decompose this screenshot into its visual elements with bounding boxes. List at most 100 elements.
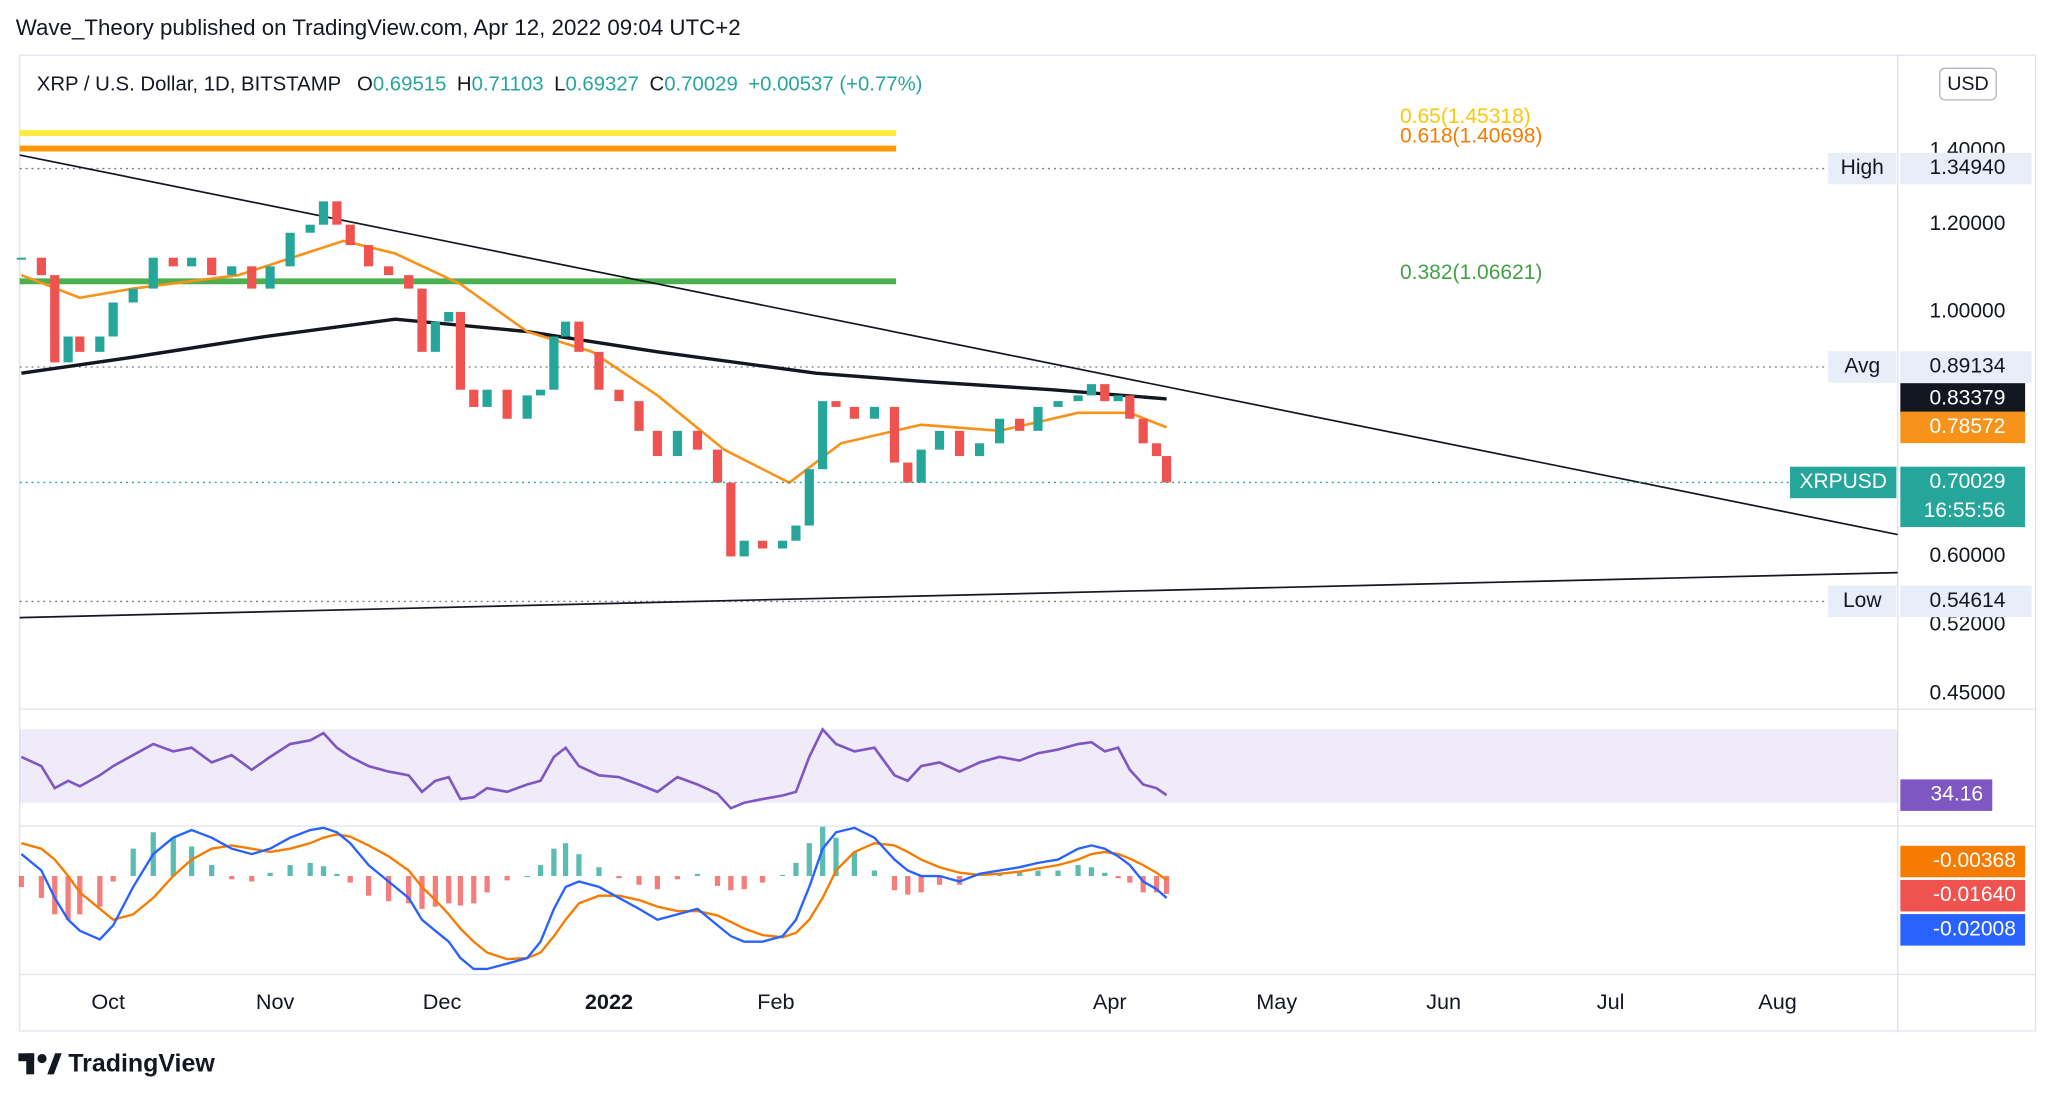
candle: [482, 389, 492, 407]
ma-value-box: [1900, 383, 2026, 415]
legend: XRP / U.S. Dollar, 1D, BITSTAMP O0.69515 H…: [37, 74, 923, 96]
candle: [384, 266, 394, 276]
candle: [574, 321, 584, 352]
last-price-value: 0.70029: [1929, 470, 2005, 493]
candle: [903, 462, 913, 483]
macd-histogram-bar: [714, 876, 721, 886]
macd-histogram-bar: [471, 876, 477, 904]
macd-value: -0.02008: [1933, 917, 2016, 940]
fib-label: 0.618(1.40698): [1400, 124, 1542, 147]
legend-change: +0.00537 (+0.77%): [748, 74, 922, 96]
macd-histogram-bar: [249, 876, 255, 882]
candle: [36, 257, 46, 276]
candle: [804, 469, 814, 526]
candle: [285, 232, 295, 267]
candle: [363, 245, 374, 267]
candle: [469, 389, 479, 407]
candle: [791, 525, 801, 541]
macd-histogram-bar: [551, 848, 557, 877]
legend-value: 0.69515: [373, 74, 447, 96]
candle: [535, 389, 546, 396]
macd-histogram-bar: [1055, 870, 1061, 877]
rsi-line: [20, 727, 1168, 810]
price-line-name: High: [1841, 156, 1884, 179]
candle: [1138, 418, 1148, 444]
macd-histogram-bar: [674, 876, 681, 880]
price-line-value: 1.34940: [1929, 156, 2005, 179]
rsi-value: 34.16: [1931, 783, 1984, 806]
candle: [95, 336, 105, 352]
currency-button: [1939, 67, 1997, 101]
price-line-name-box: [1828, 585, 1897, 618]
macd-histogram-bar: [406, 876, 412, 904]
macd-histogram-bar: [918, 876, 924, 893]
legend-key: L: [554, 74, 565, 96]
candle: [974, 443, 985, 457]
macd-histogram-bar: [741, 876, 747, 890]
candle: [634, 401, 644, 431]
macd-histogram-bar: [779, 874, 786, 877]
last-price-name-box: [1790, 466, 1897, 499]
candle: [16, 257, 26, 260]
publish-header: Wave_Theory published on TradingView.com…: [16, 15, 741, 40]
macd-value: -0.01640: [1933, 883, 2016, 906]
candle: [652, 430, 662, 457]
macd-histogram-bar: [189, 846, 195, 877]
x-tick-label: 2022: [585, 989, 633, 1014]
candle: [75, 336, 85, 352]
macd-histogram-bar: [833, 837, 839, 877]
moving-average: [20, 239, 1168, 485]
macd-histogram-bar: [851, 851, 858, 877]
candle: [148, 257, 158, 289]
candle: [739, 540, 749, 557]
candle: [1125, 395, 1135, 419]
candle: [849, 406, 859, 419]
candle: [831, 401, 841, 407]
macd-histogram-bar: [1035, 870, 1041, 877]
macd-histogram-bar: [654, 876, 661, 890]
price-line-name: Avg: [1844, 355, 1880, 378]
macd-histogram-bar: [728, 876, 734, 891]
macd-histogram-bar: [110, 876, 116, 882]
macd-histogram-bar: [891, 876, 898, 891]
macd-histogram-bar: [636, 876, 642, 885]
macd-histogram-bar: [1140, 876, 1146, 893]
candle: [455, 311, 466, 390]
candle: [1161, 456, 1172, 483]
candle: [1151, 443, 1162, 457]
tradingview-logo: TradingView: [18, 1050, 215, 1078]
macd-histogram-bar: [524, 876, 530, 878]
macd-histogram-bar: [307, 862, 313, 877]
candle: [417, 288, 427, 352]
y-tick-label: 0.52000: [1929, 612, 2005, 635]
macd-value: -0.00368: [1933, 849, 2016, 872]
macd-histogram-bar: [209, 865, 215, 877]
candle: [692, 430, 703, 450]
candle: [889, 406, 900, 463]
candle: [594, 351, 604, 390]
ma-value: 0.78572: [1929, 415, 2005, 438]
macd-histogram-bar: [457, 876, 464, 906]
legend-symbol: XRP / U.S. Dollar, 1D, BITSTAMP: [37, 74, 341, 96]
macd-signal-line: [21, 833, 1168, 961]
candle: [404, 275, 414, 289]
candle: [934, 430, 945, 450]
x-tick-label: Oct: [91, 989, 125, 1014]
x-tick-label: Aug: [1758, 989, 1797, 1014]
macd-histogram-bar: [18, 876, 24, 887]
fib-label: 0.382(1.06621): [1400, 261, 1542, 284]
candle: [128, 288, 138, 303]
price-line-value: 0.89134: [1929, 355, 2005, 378]
candle: [672, 430, 683, 457]
candle: [777, 540, 788, 549]
logo-part: [37, 1053, 47, 1064]
candle: [305, 224, 315, 233]
x-tick-label: Jul: [1597, 989, 1625, 1014]
macd-histogram-bar: [334, 873, 340, 877]
macd-value-box: [1900, 914, 2026, 946]
candle: [1073, 395, 1083, 402]
candle: [522, 395, 532, 419]
